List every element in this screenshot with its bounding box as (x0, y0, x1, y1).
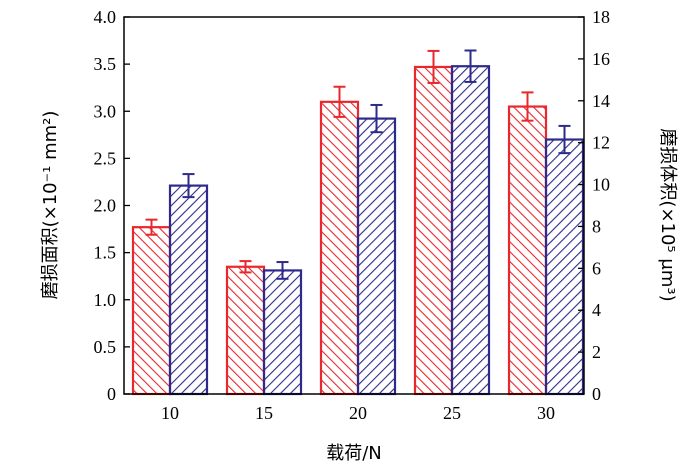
right-y-tick-label: 14 (592, 91, 610, 111)
left-y-tick-label: 2.5 (94, 148, 117, 168)
area-bar (319, 100, 360, 396)
right-y-tick-label: 12 (592, 133, 610, 153)
right-y-tick-label: 2 (592, 342, 601, 362)
left-y-tick-label: 3.0 (94, 101, 117, 121)
x-tick-label: 20 (349, 403, 367, 423)
right-y-tick-label: 6 (592, 258, 601, 278)
plot-frame (123, 16, 585, 395)
x-tick-label: 30 (537, 403, 555, 423)
area-bar (225, 265, 266, 396)
left-y-tick-label: 0 (107, 384, 116, 404)
x-tick-label: 25 (443, 403, 461, 423)
volume-bar (262, 269, 303, 396)
volume-bar (168, 184, 209, 396)
volume-bar (450, 65, 491, 396)
volume-bar (544, 138, 585, 396)
right-y-tick-label: 10 (592, 175, 610, 195)
right-y-tick-label: 16 (592, 49, 610, 69)
axes-layer: 0 0.5 1.0 1.5 2.0 2.5 3.0 3.5 4.0 0 2 4 6 8 10 12 14 16 18… (94, 7, 611, 423)
left-y-tick-label: 0.5 (94, 337, 117, 357)
right-y-tick-label: 4 (592, 300, 601, 320)
x-axis-title: 载荷/N (326, 443, 382, 464)
left-y-axis-title: 磨损面积(×10⁻¹ mm²) (40, 111, 61, 300)
left-y-tick-label: 1.5 (94, 243, 117, 263)
x-tick-label: 10 (161, 403, 179, 423)
right-y-tick-label: 18 (592, 7, 610, 27)
right-y-tick-label: 8 (592, 216, 601, 236)
left-y-tick-label: 1.0 (94, 290, 117, 310)
area-bar (507, 105, 548, 396)
left-y-tick-label: 2.0 (94, 196, 117, 216)
area-bar (413, 65, 454, 396)
bars-layer (131, 49, 585, 396)
x-tick-label: 15 (255, 403, 273, 423)
right-y-tick-label: 0 (592, 384, 601, 404)
volume-bar (356, 117, 397, 396)
area-bar (131, 226, 172, 396)
left-y-tick-label: 3.5 (94, 54, 117, 74)
left-y-tick-label: 4.0 (94, 7, 117, 27)
right-y-axis-title: 磨损体积(×10⁵ μm³) (657, 128, 678, 301)
